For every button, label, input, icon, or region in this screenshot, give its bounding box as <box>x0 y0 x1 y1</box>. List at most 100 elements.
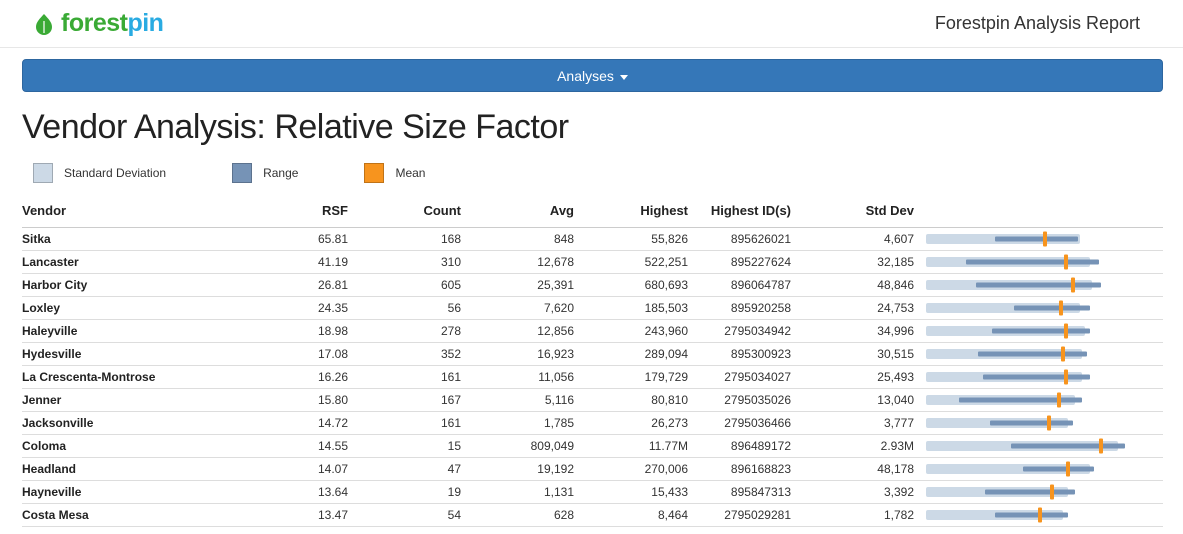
avg-value: 16,923 <box>461 342 574 366</box>
distribution-chart <box>926 229 1163 249</box>
caret-down-icon <box>619 74 628 80</box>
column-header-std-dev: Std Dev <box>791 197 914 228</box>
range-bar <box>1011 443 1126 449</box>
highest-value: 179,729 <box>574 365 688 389</box>
vendor-name: Hayneville <box>22 480 262 504</box>
vendor-name: Haleyville <box>22 319 262 343</box>
highest-value: 26,273 <box>574 411 688 435</box>
table-row[interactable]: Jacksonville 14.72 161 1,785 26,273 2795… <box>22 411 1163 435</box>
count-value: 56 <box>348 296 461 320</box>
column-header-rsf: RSF <box>262 197 348 228</box>
std-dev-value: 48,178 <box>791 457 914 481</box>
distribution-chart-cell <box>914 250 1163 274</box>
table-row[interactable]: Hayneville 13.64 19 1,131 15,433 8958473… <box>22 480 1163 504</box>
count-value: 15 <box>348 434 461 458</box>
vendor-name: Jacksonville <box>22 411 262 435</box>
std-dev-value: 48,846 <box>791 273 914 297</box>
range-bar <box>975 282 1102 288</box>
table-row[interactable]: Coloma 14.55 15 809,049 11.77M 896489172… <box>22 434 1163 458</box>
distribution-chart-cell <box>914 411 1163 435</box>
distribution-chart <box>926 436 1163 456</box>
count-value: 310 <box>348 250 461 274</box>
range-swatch-icon <box>232 163 253 183</box>
avg-value: 12,856 <box>461 319 574 343</box>
rsf-value: 14.55 <box>262 434 348 458</box>
distribution-chart <box>926 298 1163 318</box>
forestpin-logo[interactable]: forestpin <box>32 9 164 38</box>
distribution-chart-cell <box>914 273 1163 297</box>
vendor-name: Lancaster <box>22 250 262 274</box>
range-bar <box>966 259 1099 265</box>
vendor-table-header: Vendor RSF Count Avg Highest Highest ID(… <box>22 197 1163 228</box>
distribution-chart <box>926 413 1163 433</box>
highest-id-value: 2795035026 <box>688 388 791 412</box>
column-header-vendor: Vendor <box>22 197 262 228</box>
table-row[interactable]: Costa Mesa 13.47 54 628 8,464 2795029281… <box>22 503 1163 527</box>
mean-tick <box>1059 300 1064 316</box>
rsf-value: 16.26 <box>262 365 348 389</box>
std-dev-value: 24,753 <box>791 296 914 320</box>
count-value: 47 <box>348 457 461 481</box>
highest-id-value: 895300923 <box>688 342 791 366</box>
rsf-value: 14.07 <box>262 457 348 481</box>
vendor-table-body: Sitka 65.81 168 848 55,826 895626021 4,6… <box>22 227 1163 527</box>
distribution-chart-cell <box>914 434 1163 458</box>
analyses-label: Analyses <box>557 68 614 84</box>
table-row[interactable]: La Crescenta-Montrose 16.26 161 11,056 1… <box>22 365 1163 389</box>
std-dev-value: 13,040 <box>791 388 914 412</box>
std-dev-value: 3,777 <box>791 411 914 435</box>
distribution-chart-cell <box>914 365 1163 389</box>
highest-id-value: 896064787 <box>688 273 791 297</box>
highest-id-value: 895626021 <box>688 227 791 251</box>
range-legend-label: Range <box>263 166 299 180</box>
range-bar <box>1023 466 1095 472</box>
count-value: 54 <box>348 503 461 527</box>
distribution-chart <box>926 390 1163 410</box>
mean-tick <box>1056 392 1061 408</box>
std-dev-swatch-icon <box>33 163 53 183</box>
distribution-chart <box>926 505 1163 525</box>
avg-value: 25,391 <box>461 273 574 297</box>
highest-id-value: 896489172 <box>688 434 791 458</box>
distribution-chart <box>926 252 1163 272</box>
std-dev-value: 32,185 <box>791 250 914 274</box>
std-dev-value: 3,392 <box>791 480 914 504</box>
range-bar <box>994 512 1069 518</box>
analyses-dropdown-button[interactable]: Analyses <box>22 59 1163 92</box>
mean-tick <box>1047 415 1052 431</box>
avg-value: 5,116 <box>461 388 574 412</box>
avg-value: 7,620 <box>461 296 574 320</box>
highest-value: 15,433 <box>574 480 688 504</box>
rsf-value: 13.47 <box>262 503 348 527</box>
table-row[interactable]: Hydesville 17.08 352 16,923 289,094 8953… <box>22 342 1163 366</box>
column-header-avg: Avg <box>461 197 574 228</box>
highest-id-value: 2795034027 <box>688 365 791 389</box>
table-row[interactable]: Lancaster 41.19 310 12,678 522,251 89522… <box>22 250 1163 274</box>
vendor-name: Jenner <box>22 388 262 412</box>
table-row[interactable]: Jenner 15.80 167 5,116 80,810 2795035026… <box>22 388 1163 412</box>
range-bar <box>978 351 1088 357</box>
mean-tick <box>1049 484 1054 500</box>
highest-id-value: 896168823 <box>688 457 791 481</box>
table-row[interactable]: Sitka 65.81 168 848 55,826 895626021 4,6… <box>22 227 1163 251</box>
stddev-bar <box>926 303 1081 313</box>
vendor-name: Harbor City <box>22 273 262 297</box>
table-row[interactable]: Headland 14.07 47 19,192 270,006 8961688… <box>22 457 1163 481</box>
table-row[interactable]: Loxley 24.35 56 7,620 185,503 895920258 … <box>22 296 1163 320</box>
chart-legend: Standard Deviation Range Mean <box>33 163 1183 183</box>
table-row[interactable]: Harbor City 26.81 605 25,391 680,693 896… <box>22 273 1163 297</box>
rsf-value: 41.19 <box>262 250 348 274</box>
distribution-chart <box>926 459 1163 479</box>
distribution-chart <box>926 344 1163 364</box>
distribution-chart-cell <box>914 296 1163 320</box>
highest-id-value: 2795029281 <box>688 503 791 527</box>
distribution-chart <box>926 482 1163 502</box>
distribution-chart-cell <box>914 503 1163 527</box>
avg-value: 848 <box>461 227 574 251</box>
count-value: 168 <box>348 227 461 251</box>
vendor-name: Loxley <box>22 296 262 320</box>
mean-legend-label: Mean <box>395 166 426 180</box>
std-dev-value: 1,782 <box>791 503 914 527</box>
table-row[interactable]: Haleyville 18.98 278 12,856 243,960 2795… <box>22 319 1163 343</box>
highest-value: 80,810 <box>574 388 688 412</box>
